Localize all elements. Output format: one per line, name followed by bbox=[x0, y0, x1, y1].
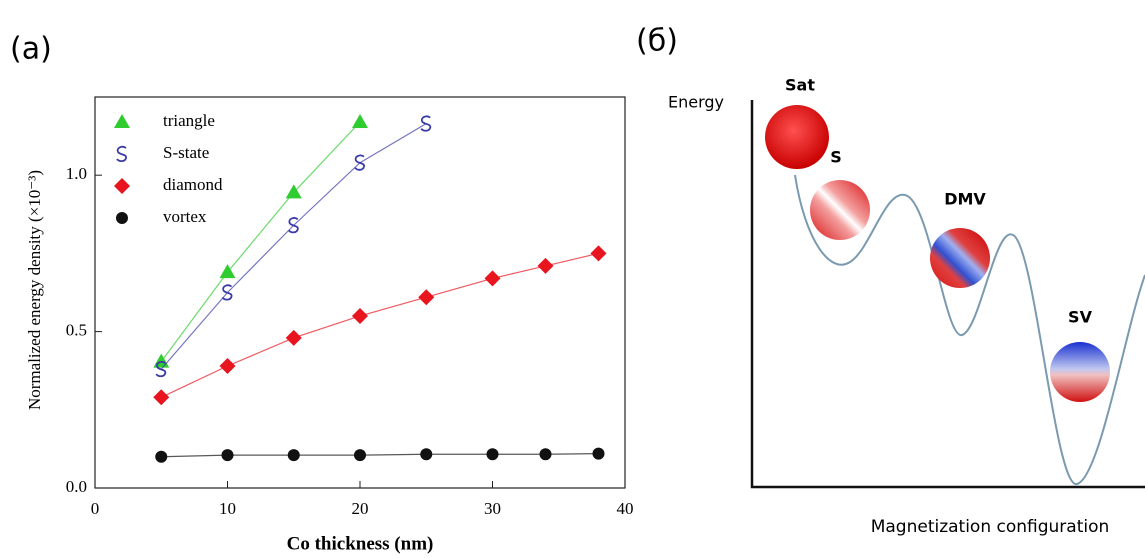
marker bbox=[221, 284, 233, 301]
marker bbox=[153, 389, 170, 406]
marker bbox=[287, 449, 300, 462]
marker bbox=[590, 245, 607, 262]
axes bbox=[750, 100, 1145, 489]
marker bbox=[352, 307, 368, 324]
fit-line bbox=[161, 452, 599, 458]
legend-label: triangle bbox=[163, 111, 215, 130]
legend-label: S-state bbox=[163, 143, 209, 162]
marker bbox=[221, 449, 234, 462]
marker bbox=[352, 114, 368, 129]
x-axis-label: Magnetization configuration bbox=[871, 517, 1110, 537]
marker bbox=[285, 329, 302, 346]
marker bbox=[420, 115, 432, 132]
state-sphere bbox=[930, 228, 990, 288]
y-axis-label: Energy bbox=[668, 93, 724, 112]
x-tick-label: 40 bbox=[617, 499, 634, 518]
marker bbox=[418, 289, 435, 306]
marker bbox=[219, 264, 236, 279]
fit-line bbox=[160, 121, 361, 362]
marker bbox=[354, 154, 365, 171]
legend-symbol bbox=[114, 114, 130, 128]
diagram-b: (б) Energy Magnetization configuration S… bbox=[636, 24, 1145, 537]
chart-a: (a) Co thickness (nm) Normalized energy … bbox=[10, 32, 634, 555]
marker bbox=[153, 353, 170, 368]
x-tick-label: 0 bbox=[91, 499, 100, 518]
marker bbox=[592, 447, 605, 460]
marker bbox=[354, 449, 366, 462]
marker bbox=[420, 448, 433, 461]
legend-symbol bbox=[116, 212, 128, 224]
x-tick-label: 30 bbox=[484, 499, 501, 518]
x-axis-label: Co thickness (nm) bbox=[287, 533, 434, 554]
y-axis-label: Normalized energy density (×10⁻³) bbox=[25, 170, 44, 410]
y-tick-label: 0.0 bbox=[66, 477, 87, 496]
legend-symbol bbox=[116, 145, 127, 163]
marker bbox=[537, 257, 554, 274]
x-tick-label: 10 bbox=[219, 499, 236, 518]
panel-label: (a) bbox=[10, 32, 52, 67]
marker bbox=[155, 450, 168, 463]
marker bbox=[219, 358, 236, 375]
legend-label: diamond bbox=[163, 175, 223, 194]
legend-symbol bbox=[114, 178, 130, 194]
state-label: DMV bbox=[944, 190, 986, 209]
legend-label: vortex bbox=[163, 207, 207, 226]
marker bbox=[155, 361, 167, 378]
x-tick-label: 20 bbox=[352, 499, 369, 518]
state-sphere bbox=[1050, 342, 1110, 402]
state-label: SV bbox=[1068, 308, 1093, 327]
state-sphere bbox=[810, 180, 870, 240]
marker bbox=[539, 448, 552, 461]
state-label: S bbox=[830, 148, 842, 167]
state-label: Sat bbox=[785, 76, 815, 95]
marker bbox=[486, 448, 499, 461]
y-tick-label: 1.0 bbox=[66, 164, 87, 183]
y-tick-label: 0.5 bbox=[66, 321, 87, 340]
marker bbox=[484, 270, 501, 287]
panel-label: (б) bbox=[636, 24, 678, 59]
fit-line bbox=[160, 252, 599, 398]
marker bbox=[288, 217, 299, 234]
energy-curve bbox=[794, 174, 1145, 485]
state-sphere bbox=[765, 105, 829, 169]
marker bbox=[285, 184, 302, 199]
